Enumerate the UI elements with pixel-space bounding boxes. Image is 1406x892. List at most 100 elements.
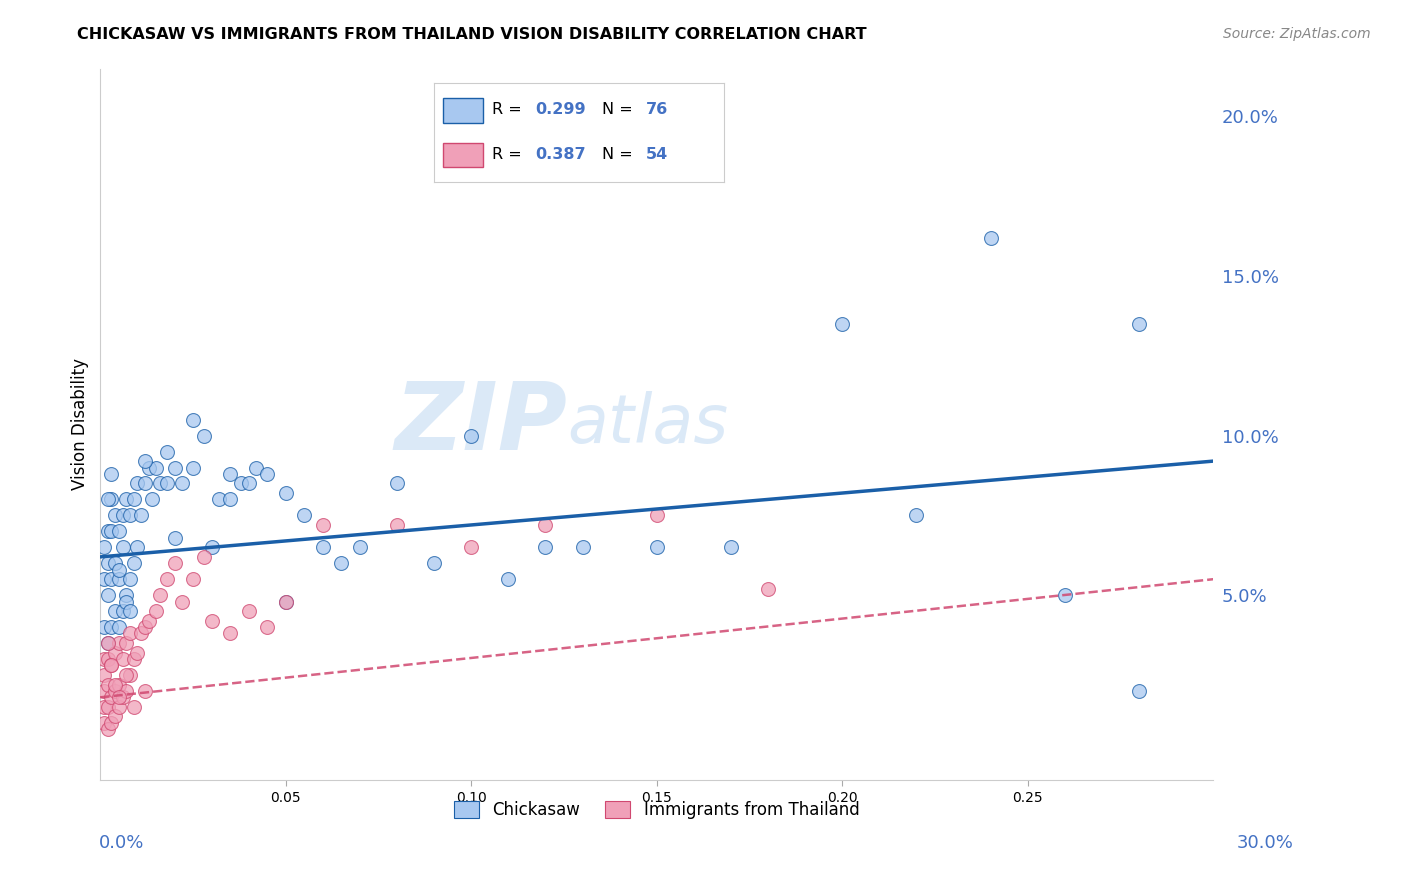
- Point: [330, 556, 353, 570]
- Point: [97, 723, 120, 737]
- Point: [756, 582, 779, 596]
- Point: [122, 492, 145, 507]
- Point: [93, 541, 115, 555]
- Point: [571, 541, 593, 555]
- Point: [97, 636, 120, 650]
- Point: [163, 556, 186, 570]
- Point: [201, 614, 224, 628]
- Point: [127, 541, 149, 555]
- Point: [534, 518, 557, 533]
- Point: [238, 476, 260, 491]
- Point: [219, 467, 242, 481]
- Point: [115, 684, 138, 698]
- Point: [170, 476, 193, 491]
- Point: [108, 677, 131, 691]
- Point: [115, 594, 138, 608]
- Point: [129, 626, 152, 640]
- Point: [645, 508, 668, 523]
- Point: [1128, 684, 1150, 698]
- Text: CHICKASAW VS IMMIGRANTS FROM THAILAND VISION DISABILITY CORRELATION CHART: CHICKASAW VS IMMIGRANTS FROM THAILAND VI…: [77, 27, 868, 42]
- Point: [127, 476, 149, 491]
- Point: [831, 317, 853, 331]
- Point: [134, 620, 156, 634]
- Point: [108, 620, 131, 634]
- Point: [292, 508, 315, 523]
- Point: [201, 541, 224, 555]
- Point: [118, 626, 141, 640]
- Point: [1128, 317, 1150, 331]
- Text: Source: ZipAtlas.com: Source: ZipAtlas.com: [1223, 27, 1371, 41]
- Point: [149, 588, 172, 602]
- Point: [134, 454, 156, 468]
- Point: [118, 508, 141, 523]
- Point: [256, 620, 278, 634]
- Point: [245, 460, 267, 475]
- Point: [93, 715, 115, 730]
- Point: [118, 668, 141, 682]
- Point: [138, 460, 160, 475]
- Point: [115, 588, 138, 602]
- Point: [980, 230, 1002, 244]
- Point: [127, 646, 149, 660]
- Point: [115, 668, 138, 682]
- Point: [97, 636, 120, 650]
- Point: [219, 626, 242, 640]
- Point: [156, 572, 179, 586]
- Point: [122, 699, 145, 714]
- Text: 30.0%: 30.0%: [1237, 834, 1294, 852]
- Point: [97, 652, 120, 666]
- Point: [274, 594, 297, 608]
- Point: [104, 604, 127, 618]
- Point: [93, 572, 115, 586]
- Point: [231, 476, 253, 491]
- Point: [134, 684, 156, 698]
- Point: [312, 518, 335, 533]
- Point: [385, 518, 408, 533]
- Point: [111, 690, 134, 705]
- Point: [349, 541, 371, 555]
- Point: [100, 467, 122, 481]
- Point: [720, 541, 742, 555]
- Point: [208, 492, 231, 507]
- Point: [1053, 588, 1076, 602]
- Point: [181, 460, 204, 475]
- Point: [111, 508, 134, 523]
- Point: [156, 444, 179, 458]
- Point: [108, 572, 131, 586]
- Point: [170, 594, 193, 608]
- Point: [645, 541, 668, 555]
- Point: [460, 428, 482, 442]
- Point: [93, 652, 115, 666]
- Point: [423, 556, 446, 570]
- Point: [111, 652, 134, 666]
- Legend: Chickasaw, Immigrants from Thailand: Chickasaw, Immigrants from Thailand: [447, 794, 866, 825]
- Text: atlas: atlas: [568, 392, 728, 458]
- Point: [93, 684, 115, 698]
- Point: [104, 684, 127, 698]
- Point: [460, 541, 482, 555]
- Point: [104, 508, 127, 523]
- Point: [122, 652, 145, 666]
- Point: [181, 412, 204, 426]
- Point: [256, 467, 278, 481]
- Point: [97, 524, 120, 539]
- Point: [104, 677, 127, 691]
- Point: [108, 563, 131, 577]
- Point: [108, 699, 131, 714]
- Point: [141, 492, 163, 507]
- Point: [97, 492, 120, 507]
- Point: [97, 699, 120, 714]
- Point: [100, 620, 122, 634]
- Point: [274, 594, 297, 608]
- Point: [122, 556, 145, 570]
- Point: [100, 658, 122, 673]
- Point: [97, 556, 120, 570]
- Point: [134, 476, 156, 491]
- Point: [108, 524, 131, 539]
- Point: [115, 492, 138, 507]
- Point: [219, 492, 242, 507]
- Text: ZIP: ZIP: [395, 378, 568, 470]
- Point: [111, 604, 134, 618]
- Text: 0.0%: 0.0%: [98, 834, 143, 852]
- Point: [104, 646, 127, 660]
